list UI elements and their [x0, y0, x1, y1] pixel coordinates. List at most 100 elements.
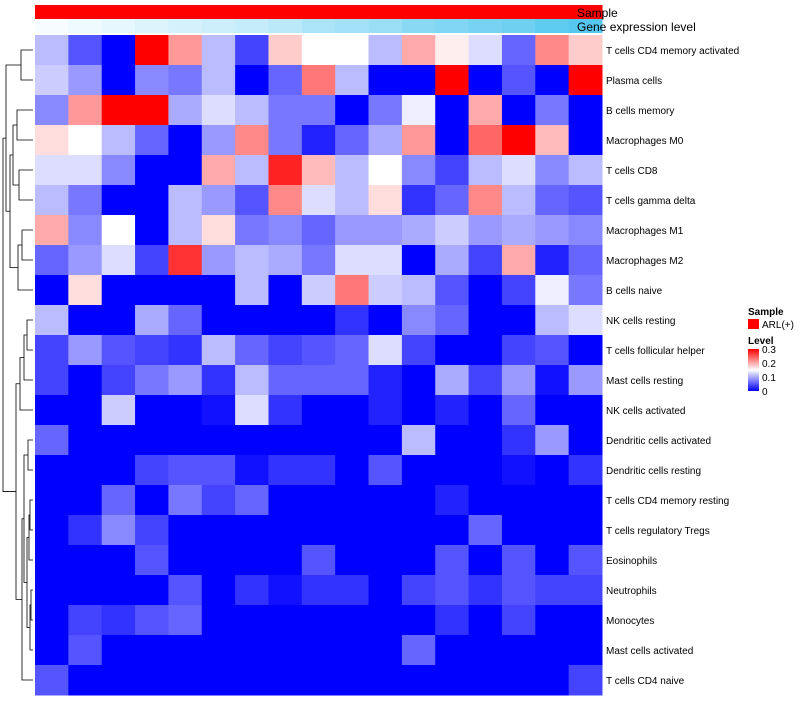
heatmap-cell: [435, 485, 470, 516]
heatmap-cell: [68, 125, 103, 156]
heatmap-cell: [68, 215, 103, 246]
heatmap-cell: [101, 425, 136, 456]
heatmap-cell: [135, 515, 169, 546]
heatmap-cell: [168, 575, 203, 606]
heatmap-cell: [335, 365, 370, 396]
heatmap-cell: [268, 305, 303, 336]
heatmap-cell: [201, 65, 236, 96]
dendrogram-branch: [21, 229, 33, 261]
heatmap-cell: [168, 635, 203, 666]
heatmap-cell: [401, 395, 436, 426]
heatmap-cell: [101, 485, 136, 516]
heatmap-cell: [201, 215, 236, 246]
heatmap-cell: [268, 515, 303, 546]
heatmap-cell: [68, 95, 103, 126]
heatmap-cell: [468, 245, 503, 276]
heatmap-cell: [568, 665, 603, 696]
heatmap-cell: [201, 125, 236, 156]
row-label: Monocytes: [606, 616, 654, 627]
heatmap-cell: [201, 635, 236, 666]
heatmap-cell: [35, 635, 69, 666]
heatmap-cell: [468, 185, 503, 216]
heatmap-cell: [568, 395, 603, 426]
heatmap-cell: [468, 275, 503, 306]
expression-annotation-cell: [368, 19, 403, 33]
legend-sample-swatch: [748, 319, 759, 329]
heatmap-cell: [468, 125, 503, 156]
expression-annotation-cell: [468, 19, 503, 33]
heatmap-cell: [368, 455, 403, 486]
heatmap-cell: [35, 245, 69, 276]
heatmap-cell: [68, 635, 103, 666]
heatmap-cell: [235, 185, 269, 216]
heatmap-cell: [268, 425, 303, 456]
dendrogram-branch: [12, 124, 19, 186]
heatmap-cell: [101, 515, 136, 546]
heatmap-cell: [401, 155, 436, 186]
heatmap-cell: [168, 485, 203, 516]
row-label: B cells memory: [606, 106, 674, 117]
heatmap-cell: [268, 185, 303, 216]
expression-annotation-cell: [101, 19, 136, 33]
row-label: T cells CD8: [606, 166, 658, 177]
heatmap-cell: [535, 575, 570, 606]
heatmap-cell: [501, 35, 536, 66]
heatmap-cell: [568, 275, 603, 306]
heatmap-cell: [568, 425, 603, 456]
heatmap-cell: [301, 365, 336, 396]
heatmap-cell: [335, 635, 370, 666]
heatmap-cell: [468, 545, 503, 576]
heatmap-cell: [201, 245, 236, 276]
heatmap-cell: [435, 665, 470, 696]
heatmap-cell: [35, 155, 69, 186]
heatmap-cell: [468, 635, 503, 666]
heatmap-cell: [168, 35, 203, 66]
heatmap-cell: [101, 365, 136, 396]
heatmap-cell: [268, 635, 303, 666]
heatmap-cell: [101, 665, 136, 696]
heatmap-cell: [301, 245, 336, 276]
heatmap-cell: [501, 365, 536, 396]
heatmap-cell: [568, 365, 603, 396]
sample-annotation-cell: [168, 5, 203, 19]
legend-level-title: Level: [748, 336, 774, 347]
heatmap-cell: [68, 485, 103, 516]
heatmap-cell: [401, 515, 436, 546]
heatmap-cell: [135, 635, 169, 666]
heatmap-cell: [168, 65, 203, 96]
heatmap-cell: [135, 95, 169, 126]
heatmap-cell: [268, 35, 303, 66]
heatmap-cell: [301, 545, 336, 576]
heatmap-cell: [168, 185, 203, 216]
heatmap-cell: [335, 245, 370, 276]
heatmap-cell: [168, 335, 203, 366]
heatmap-cell: [501, 95, 536, 126]
sample-annotation-cell: [301, 5, 336, 19]
dendrogram-branch: [18, 169, 33, 201]
heatmap-cell: [435, 215, 470, 246]
heatmap-cell: [435, 455, 470, 486]
heatmap-cell: [468, 455, 503, 486]
heatmap-cell: [468, 335, 503, 366]
legend-level-tick: 0: [762, 387, 768, 398]
heatmap-cell: [135, 665, 169, 696]
row-label: Dendritic cells activated: [606, 436, 711, 447]
heatmap-cell: [501, 245, 536, 276]
heatmap-cell: [535, 125, 570, 156]
heatmap-cell: [101, 635, 136, 666]
heatmap-cell: [235, 545, 269, 576]
heatmap-cell: [301, 665, 336, 696]
heatmap-cell: [35, 125, 69, 156]
heatmap-cell: [168, 95, 203, 126]
heatmap-cell: [368, 35, 403, 66]
heatmap-cell: [501, 605, 536, 636]
heatmap-cell: [568, 125, 603, 156]
heatmap-cell: [368, 635, 403, 666]
heatmap-cell: [301, 455, 336, 486]
heatmap-cell: [201, 485, 236, 516]
sample-annotation-cell: [535, 5, 570, 19]
heatmap-cell: [201, 185, 236, 216]
heatmap-cell: [368, 515, 403, 546]
heatmap-cell: [401, 65, 436, 96]
